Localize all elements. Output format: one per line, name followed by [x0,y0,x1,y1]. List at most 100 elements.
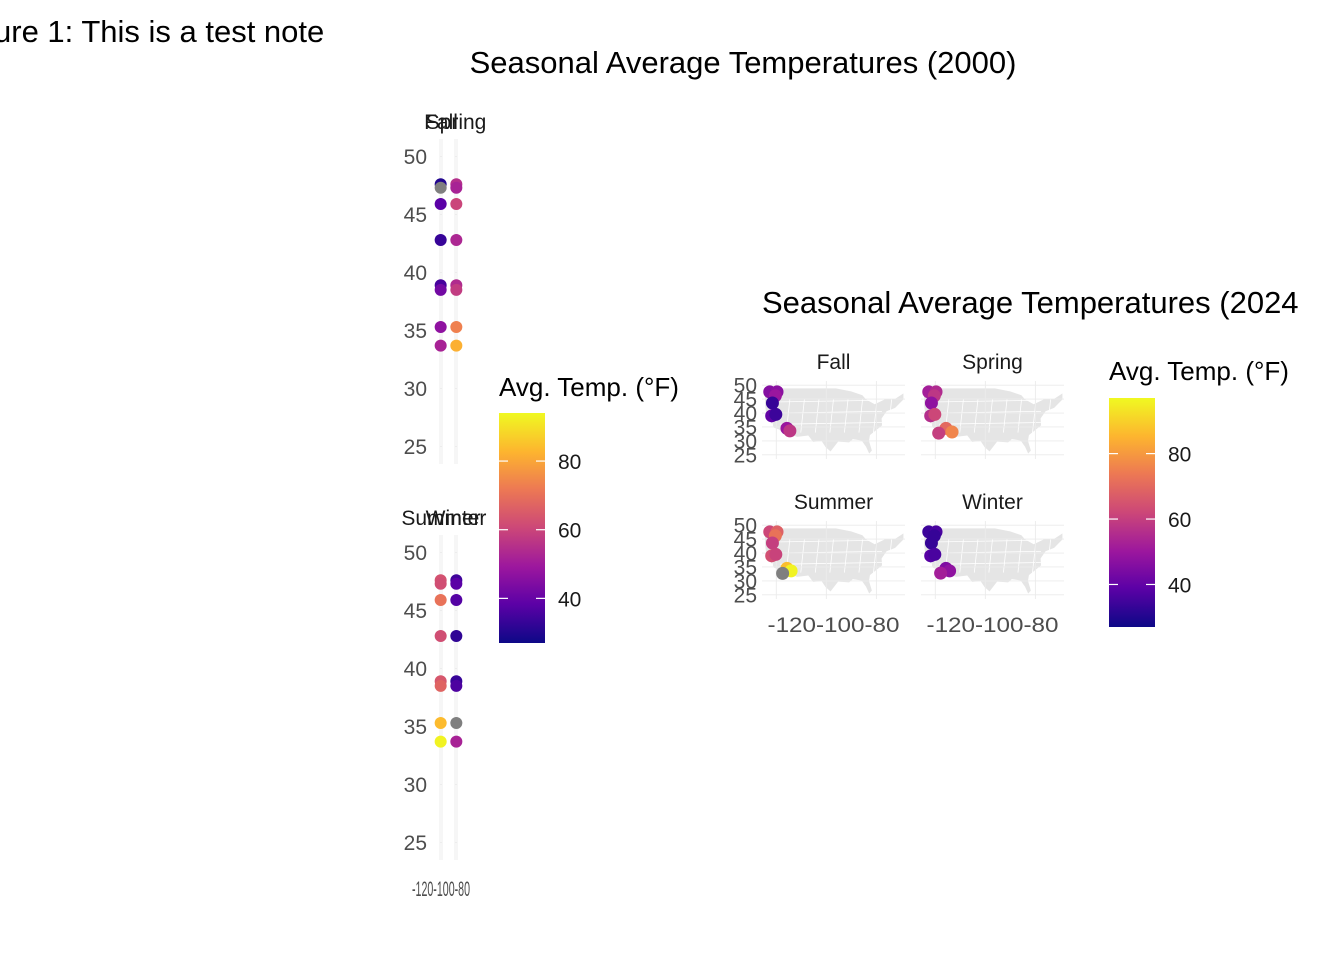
legend-title: Avg. Temp. (°F) [1109,356,1289,386]
temperature-point [434,198,447,210]
legend-tick-label: 60 [1168,509,1191,532]
y-tick-label: 50 [404,542,427,565]
facet-strip-label: Spring [962,351,1023,374]
x-tick-labels: -120-100-80 [768,614,900,637]
temperature-point [769,407,783,421]
temperature-point [434,283,447,296]
state-border [780,422,882,425]
state-border [780,562,882,565]
y-tick-label: 40 [734,403,757,426]
state-border [780,399,882,403]
temperature-point [776,566,790,580]
temperature-point [434,321,447,334]
temperature-point [924,396,938,410]
legend-tick-label: 80 [558,451,581,474]
y-tick-label: 35 [734,557,757,580]
chart-2000: Seasonal Average Temperatures (2000) Fall… [401,45,1016,901]
y-tick-label: 30 [734,430,757,453]
temperature-point [434,679,447,692]
temperature-point [765,536,779,550]
legend-tick-label: 40 [558,588,581,611]
x-tick-labels: -120-100-80 [927,614,1059,637]
panel-winter: Winter [426,507,487,860]
temperature-point [945,425,959,439]
y-tick-label: 25 [734,444,757,467]
legend-colorbar [499,413,545,643]
y-tick-label: 50 [734,375,757,398]
facet-strip-label: Fall [817,351,851,374]
y-tick-label: 35 [734,417,757,440]
temperature-point [450,181,463,194]
temperature-point [434,339,447,352]
temperature-point [450,577,463,590]
temperature-point [434,629,447,642]
y-tick-label: 45 [734,389,757,412]
temperature-point [434,577,447,590]
y-tick-label: 35 [404,716,427,739]
temperature-point [928,547,942,561]
y-tick-label: 25 [404,436,427,459]
chart-title: Seasonal Average Temperatures (2024 [762,285,1299,320]
y-tick-label: 30 [404,378,427,401]
legend-tick-label: 80 [1168,444,1191,467]
us-basemap [922,527,1064,596]
us-basemap [922,387,1064,456]
y-tick-label: 35 [404,320,427,343]
y-tick-label: 40 [734,543,757,566]
legend-title: Avg. Temp. (°F) [499,372,679,402]
temperature-point [783,424,797,438]
temperature-point [434,233,447,246]
temperature-point [450,233,463,246]
figure-note: ure 1: This is a test note [0,14,325,49]
temperature-point [450,339,463,352]
panel-winter: Winter -120-100-80 [921,491,1064,637]
color-legend: Avg. Temp. (°F) 40 60 80 [499,372,679,643]
facet-strip-label: Fall [424,111,458,134]
y-tick-label: 40 [404,262,427,285]
temperature-point [450,594,463,606]
y-tick-label: 50 [734,515,757,538]
facet-strip-label: Winter [426,507,487,530]
temperature-point [450,321,463,334]
temperature-point [934,566,948,580]
chart-2024: Seasonal Average Temperatures (2024 Fall 2… [734,285,1299,637]
y-tick-label: 30 [404,774,427,797]
y-tick-label: 45 [404,600,427,623]
temperature-point [434,181,447,194]
legend-tick-label: 40 [1168,574,1191,597]
us-basemap [763,527,905,596]
y-tick-label: 45 [734,529,757,552]
temperature-point [450,283,463,296]
temperature-point [928,407,942,421]
color-legend: Avg. Temp. (°F) 40 60 80 [1109,356,1289,627]
legend-colorbar [1109,398,1155,627]
facet-strip-label: Winter [962,491,1023,514]
state-border [939,562,1041,565]
state-border [939,539,1041,543]
facet-strip-label: Summer [794,491,873,514]
y-tick-label: 45 [404,204,427,227]
state-border [939,422,1041,425]
y-tick-label: 30 [734,570,757,593]
temperature-point [450,629,463,642]
y-tick-label: 40 [404,658,427,681]
state-border [780,539,882,543]
temperature-point [434,594,447,606]
panel-spring: Spring [921,351,1064,459]
temperature-point [450,717,463,730]
temperature-point [434,717,447,730]
y-tick-label: 25 [404,832,427,855]
temperature-point [450,198,463,210]
y-tick-label: 25 [734,584,757,607]
temperature-point [434,735,447,748]
temperature-point [932,426,946,440]
temperature-point [924,536,938,550]
facet-strip-label: Summer [401,507,480,530]
temperature-point [769,547,783,561]
panel-spring: Spring [426,111,486,464]
